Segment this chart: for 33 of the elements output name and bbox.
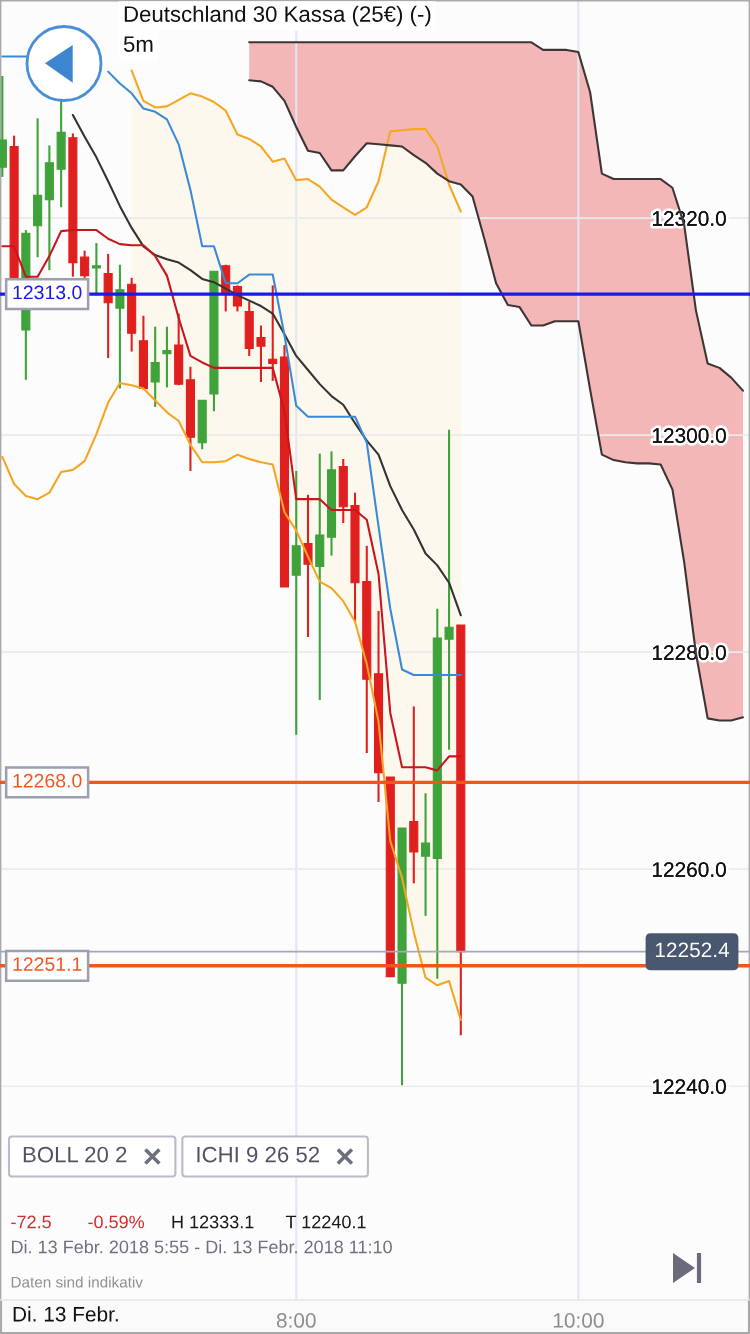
- annotation: ICHI 9 26 52: [197, 1146, 320, 1163]
- text: 5m: [123, 36, 153, 52]
- candlestick: [162, 325, 172, 389]
- ref-line-label: 12252.4: [655, 942, 730, 958]
- candlestick: [256, 324, 266, 384]
- candlestick: [115, 263, 125, 390]
- y-tick-label: 12260.0: [652, 862, 726, 877]
- ref-line-label: 12251.1: [13, 957, 82, 971]
- candlestick: [268, 284, 278, 382]
- ref-line-label: 12268.0: [13, 773, 82, 788]
- ref-line-label: 12313.0: [13, 285, 82, 300]
- y-tick-label: 12240.0: [652, 1079, 726, 1094]
- annotation: Daten sind indikativ: [11, 1276, 143, 1288]
- annotation: T 12240.1: [285, 1215, 366, 1229]
- annotation: BOLL 20 2: [23, 1146, 127, 1163]
- candlestick: [150, 325, 160, 408]
- y-tick-label: 12300.0: [652, 428, 726, 443]
- candlestick: [420, 792, 431, 917]
- annotation: H 12333.1: [172, 1215, 254, 1229]
- line-series: [1, 229, 462, 772]
- line-series: [248, 41, 744, 392]
- x-tick-label: 8:00: [276, 1313, 316, 1328]
- candlestick: [444, 428, 454, 751]
- candlestick: [80, 249, 90, 279]
- line-series: [130, 69, 462, 216]
- x-axis-title: Di. 13 Febr.: [13, 1306, 118, 1322]
- annotation: Di. 13 Febr. 2018 5:55 - Di. 13 Febr. 2018 11:10: [11, 1240, 392, 1254]
- chart-title: Deutschland 30 Kassa (25€) (-): [124, 5, 431, 27]
- candlestick: [291, 469, 301, 736]
- annotation: -72.5: [11, 1215, 51, 1229]
- annotation: -0.59%: [88, 1215, 145, 1229]
- line-series: [1, 382, 462, 1022]
- x-tick-label: 10:00: [553, 1313, 604, 1328]
